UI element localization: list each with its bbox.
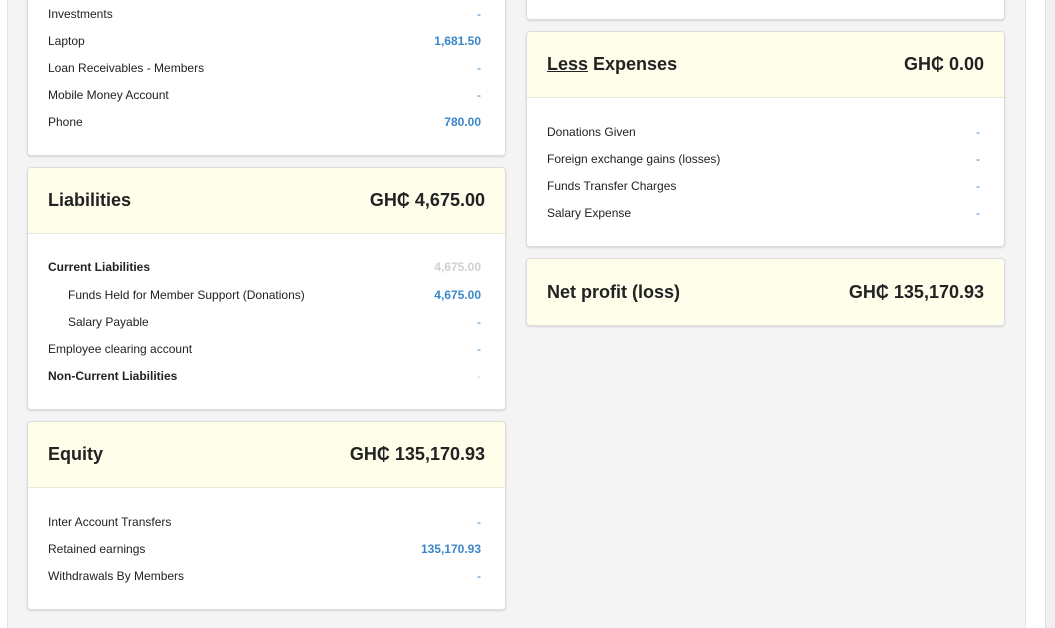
list-item[interactable]: Inter Account Transfers -: [48, 512, 481, 532]
income-card: [526, 0, 1005, 20]
assets-card: Investments - Laptop 1,681.50 Loan Recei…: [27, 0, 506, 156]
account-label: Salary Payable: [68, 315, 149, 329]
expenses-label: Expenses: [588, 54, 678, 74]
list-item[interactable]: Funds Held for Member Support (Donations…: [48, 285, 481, 305]
account-label: Loan Receivables - Members: [48, 61, 205, 75]
list-item[interactable]: Salary Expense -: [547, 203, 980, 223]
equity-header: Equity GH₵ 135,170.93: [28, 422, 505, 488]
account-value[interactable]: -: [976, 152, 980, 166]
section-total: GH₵ 135,170.93: [848, 281, 984, 302]
group-label: Non-Current Liabilities: [48, 369, 178, 383]
group-label: Current Liabilities: [48, 260, 151, 274]
account-value[interactable]: -: [477, 515, 481, 529]
account-label: Phone: [48, 115, 83, 129]
account-label: Salary Expense: [547, 206, 632, 220]
account-value[interactable]: -: [477, 7, 481, 21]
account-value[interactable]: -: [976, 179, 980, 193]
account-value[interactable]: -: [477, 88, 481, 102]
section-title: Liabilities: [48, 190, 132, 210]
list-item[interactable]: Mobile Money Account -: [48, 85, 481, 105]
account-value[interactable]: -: [477, 315, 481, 329]
list-item[interactable]: Donations Given -: [547, 122, 980, 142]
account-value[interactable]: 4,675.00: [434, 288, 481, 302]
list-item[interactable]: Loan Receivables - Members -: [48, 58, 481, 78]
list-item[interactable]: Foreign exchange gains (losses) -: [547, 149, 980, 169]
list-item[interactable]: Laptop 1,681.50: [48, 31, 481, 51]
net-profit-card: Net profit (loss) GH₵ 135,170.93: [526, 258, 1005, 326]
expenses-header: Less Expenses GH₵ 0.00: [527, 32, 1004, 98]
section-total: GH₵ 4,675.00: [369, 190, 485, 210]
section-title: Net profit (loss): [547, 281, 680, 302]
list-item[interactable]: Phone 780.00: [48, 112, 481, 132]
section-title: Equity: [48, 444, 104, 464]
account-label: Mobile Money Account: [48, 88, 169, 102]
list-item[interactable]: Withdrawals By Members -: [48, 566, 481, 586]
less-label: Less: [547, 54, 589, 74]
account-label: Investments: [48, 7, 113, 21]
account-label: Withdrawals By Members: [48, 569, 185, 583]
account-label: Employee clearing account: [48, 342, 193, 356]
account-value[interactable]: -: [477, 342, 481, 356]
expenses-card: Less Expenses GH₵ 0.00 Donations Given -…: [526, 31, 1005, 247]
list-item[interactable]: Retained earnings 135,170.93: [48, 539, 481, 559]
account-value[interactable]: -: [477, 61, 481, 75]
list-item[interactable]: Salary Payable -: [48, 312, 481, 332]
account-value[interactable]: -: [477, 569, 481, 583]
group-row[interactable]: Current Liabilities 4,675.00: [48, 257, 481, 277]
list-item[interactable]: Investments -: [48, 4, 481, 24]
account-label: Laptop: [48, 34, 85, 48]
group-row[interactable]: Non-Current Liabilities -: [48, 366, 481, 386]
account-label: Funds Transfer Charges: [547, 179, 677, 193]
equity-card: Equity GH₵ 135,170.93 Inter Account Tran…: [27, 421, 506, 610]
account-value[interactable]: 1,681.50: [434, 34, 481, 48]
account-label: Foreign exchange gains (losses): [547, 152, 721, 166]
section-total: GH₵ 135,170.93: [349, 444, 485, 464]
group-value: -: [477, 369, 481, 383]
net-profit-header: Net profit (loss) GH₵ 135,170.93: [527, 259, 1004, 325]
scrollbar[interactable]: [1045, 0, 1055, 628]
liabilities-header: Liabilities GH₵ 4,675.00: [28, 168, 505, 234]
liabilities-card: Liabilities GH₵ 4,675.00 Current Liabili…: [27, 167, 506, 410]
list-item[interactable]: Employee clearing account -: [48, 339, 481, 359]
account-value[interactable]: 135,170.93: [420, 542, 481, 556]
account-value[interactable]: -: [976, 206, 980, 220]
account-label: Donations Given: [547, 125, 636, 139]
group-value: 4,675.00: [434, 260, 481, 274]
account-value[interactable]: -: [976, 125, 980, 139]
section-title: Less Expenses: [547, 54, 677, 75]
section-total: GH₵ 0.00: [903, 54, 984, 74]
account-label: Retained earnings: [48, 542, 146, 556]
account-value[interactable]: 780.00: [444, 115, 481, 129]
list-item[interactable]: Funds Transfer Charges -: [547, 176, 980, 196]
account-label: Funds Held for Member Support (Donations…: [68, 288, 305, 302]
account-label: Inter Account Transfers: [48, 515, 172, 529]
